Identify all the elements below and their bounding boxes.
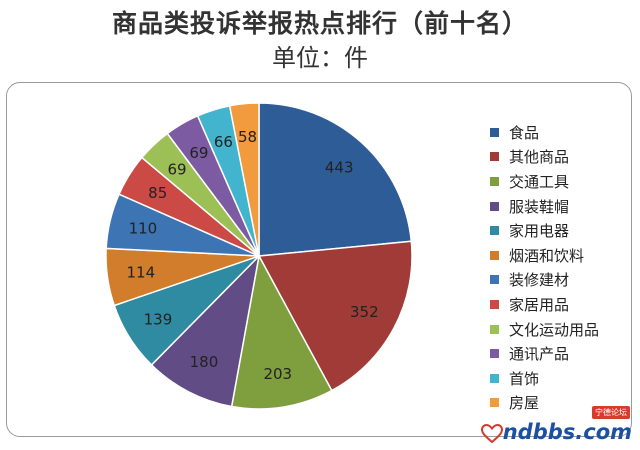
legend-label: 交通工具: [509, 172, 570, 191]
slice-value-label: 66: [214, 133, 233, 151]
legend-label: 通讯产品: [509, 345, 570, 364]
legend-item: 通讯产品: [490, 341, 630, 366]
pie-slice-4: [150, 253, 261, 408]
legend-item: 服装鞋帽: [490, 194, 630, 219]
legend-swatch: [490, 275, 499, 285]
legend-item: 其他商品: [490, 145, 630, 170]
slice-value-label: 85: [148, 184, 167, 202]
pie-slice-2: [257, 240, 413, 392]
legend-label: 烟酒和饮料: [509, 246, 585, 265]
legend-swatch: [490, 250, 499, 260]
slice-value-label: 352: [350, 303, 379, 321]
watermark-badge: 宁德论坛: [592, 406, 630, 419]
pie-slice-1: [258, 102, 413, 257]
legend-label: 家用电器: [509, 222, 570, 241]
legend-item: 首饰: [490, 366, 630, 391]
legend-item: 食品: [490, 120, 630, 145]
slice-value-label: 443: [325, 159, 354, 177]
legend-label: 首饰: [509, 369, 540, 388]
slice-value-label: 180: [190, 353, 219, 371]
legend-item: 家用电器: [490, 218, 630, 243]
legend-label: 房屋: [509, 394, 540, 413]
slice-value-label: 58: [238, 128, 257, 146]
chart-title: 商品类投诉举报热点排行（前十名）: [111, 9, 528, 38]
legend-item: 烟酒和饮料: [490, 243, 630, 268]
legend-label: 食品: [509, 123, 540, 142]
legend-swatch: [490, 226, 499, 236]
legend-item: 装修建材: [490, 268, 630, 293]
legend-item: 家居用品: [490, 292, 630, 317]
legend-swatch: [490, 349, 499, 359]
watermark: ndbbs.com 宁德论坛: [480, 406, 632, 444]
legend-label: 文化运动用品: [509, 320, 600, 339]
legend-swatch: [490, 152, 499, 162]
legend-swatch: [490, 127, 499, 137]
pie-slice-12: [228, 102, 260, 257]
legend-label: 家居用品: [509, 295, 570, 314]
slice-value-label: 110: [129, 219, 158, 237]
legend-label: 服装鞋帽: [509, 197, 570, 216]
legend-item: 文化运动用品: [490, 317, 630, 342]
heart-logo-icon: [480, 424, 503, 444]
legend: 食品其他商品交通工具服装鞋帽家用电器烟酒和饮料装修建材家居用品文化运动用品 通讯产…: [490, 120, 630, 415]
legend-swatch: [490, 324, 499, 334]
slice-value-label: 69: [167, 160, 186, 178]
legend-label: 其他商品: [509, 148, 570, 167]
legend-item: 房屋: [490, 391, 630, 416]
chart-subtitle: 单位：件: [272, 44, 368, 72]
slice-value-label: 139: [144, 310, 173, 328]
watermark-text: ndbbs.com: [502, 420, 632, 444]
legend-swatch: [490, 373, 499, 383]
legend-swatch: [490, 398, 499, 408]
legend-swatch: [490, 176, 499, 186]
legend-swatch: [490, 201, 499, 211]
pie-slice-3: [230, 253, 333, 410]
legend-item: 交通工具: [490, 169, 630, 194]
legend-swatch: [490, 299, 499, 309]
legend-label: 装修建材: [509, 271, 570, 290]
slice-value-label: 69: [189, 144, 208, 162]
slice-value-label: 203: [263, 365, 292, 383]
slice-value-label: 114: [127, 264, 156, 282]
